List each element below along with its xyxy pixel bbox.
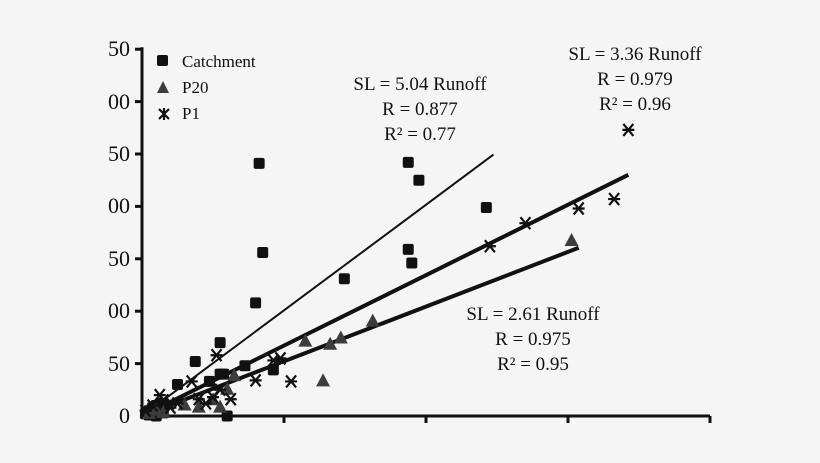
annotation-p1-slope: SL = 3.36 Runoff	[568, 44, 702, 65]
y-tick-label: 50	[108, 36, 130, 62]
point-p1	[146, 398, 159, 413]
annotation-p20-r: R = 0.975	[495, 329, 571, 350]
point-p20	[220, 381, 235, 395]
point-p1	[249, 373, 262, 388]
annotation-catchment: SL = 5.04 Runoff R = 0.877 R² = 0.77	[325, 72, 515, 147]
point-catchment	[253, 157, 265, 169]
y-tick-label: 50	[108, 141, 130, 166]
point-catchment	[239, 360, 251, 372]
point-p1	[210, 348, 223, 362]
point-catchment	[189, 356, 201, 368]
annotation-p20: SL = 2.61 Runoff R = 0.975 R² = 0.95	[438, 302, 628, 377]
point-catchment	[406, 257, 418, 269]
point-p20	[156, 404, 171, 418]
point-catchment	[338, 273, 350, 285]
point-p1	[285, 374, 298, 389]
point-p1	[274, 351, 287, 366]
y-tick-label: 00	[108, 193, 130, 219]
y-tick-label: 0	[119, 403, 130, 428]
annotation-p1-r: R = 0.979	[597, 69, 673, 90]
point-catchment	[480, 201, 492, 213]
y-tick-label: 50	[108, 245, 130, 271]
point-p20	[227, 368, 242, 382]
point-catchment	[172, 379, 183, 391]
point-p1	[622, 123, 635, 137]
point-catchment	[402, 156, 414, 168]
point-catchment	[214, 337, 226, 349]
point-catchment	[413, 174, 425, 186]
data-points	[139, 123, 635, 422]
point-p20	[213, 399, 228, 413]
point-catchment	[203, 375, 215, 387]
point-catchment	[257, 247, 269, 259]
fit-line-p1	[141, 173, 630, 418]
point-p1	[572, 201, 585, 216]
fit-line-catchment	[141, 153, 495, 417]
point-p1	[185, 374, 198, 389]
y-tick-label: 00	[108, 88, 130, 114]
annotation-p20-r2: R² = 0.95	[497, 354, 569, 375]
point-catchment	[402, 243, 414, 255]
y-tick-label: 00	[108, 298, 130, 324]
point-p20	[365, 313, 380, 327]
annotation-catchment-r: R = 0.877	[382, 99, 458, 120]
legend-triangle-icon	[157, 81, 169, 93]
point-p20	[323, 336, 338, 350]
point-p1	[214, 383, 227, 397]
point-p20	[333, 330, 348, 344]
point-p20	[316, 373, 331, 387]
point-p1	[199, 396, 212, 411]
annotation-p20-slope: SL = 2.61 Runoff	[466, 304, 600, 325]
point-catchment	[221, 410, 233, 422]
annotation-catchment-r2: R² = 0.77	[384, 124, 456, 145]
point-p20	[298, 333, 313, 347]
legend-label-p20: P20	[182, 78, 209, 97]
point-p1	[483, 239, 496, 253]
point-p1	[171, 396, 184, 411]
fit-line-p20	[141, 245, 580, 418]
point-catchment	[218, 368, 230, 380]
annotation-p1-r2: R² = 0.96	[599, 94, 671, 115]
legend-square-icon	[157, 55, 168, 66]
legend-label-catchment: Catchment	[182, 52, 256, 71]
point-p1	[224, 392, 237, 406]
annotation-catchment-slope: SL = 5.04 Runoff	[353, 74, 487, 95]
axes	[135, 47, 712, 423]
y-tick-label: 50	[108, 350, 130, 376]
legend-star-icon	[158, 108, 170, 120]
point-p1	[608, 192, 621, 206]
point-catchment	[250, 297, 262, 309]
legend-label-p1: P1	[182, 104, 200, 123]
annotation-p1: SL = 3.36 Runoff R = 0.979 R² = 0.96	[540, 42, 730, 117]
point-p1	[519, 216, 532, 230]
point-p20	[564, 232, 579, 246]
point-catchment	[267, 364, 279, 376]
